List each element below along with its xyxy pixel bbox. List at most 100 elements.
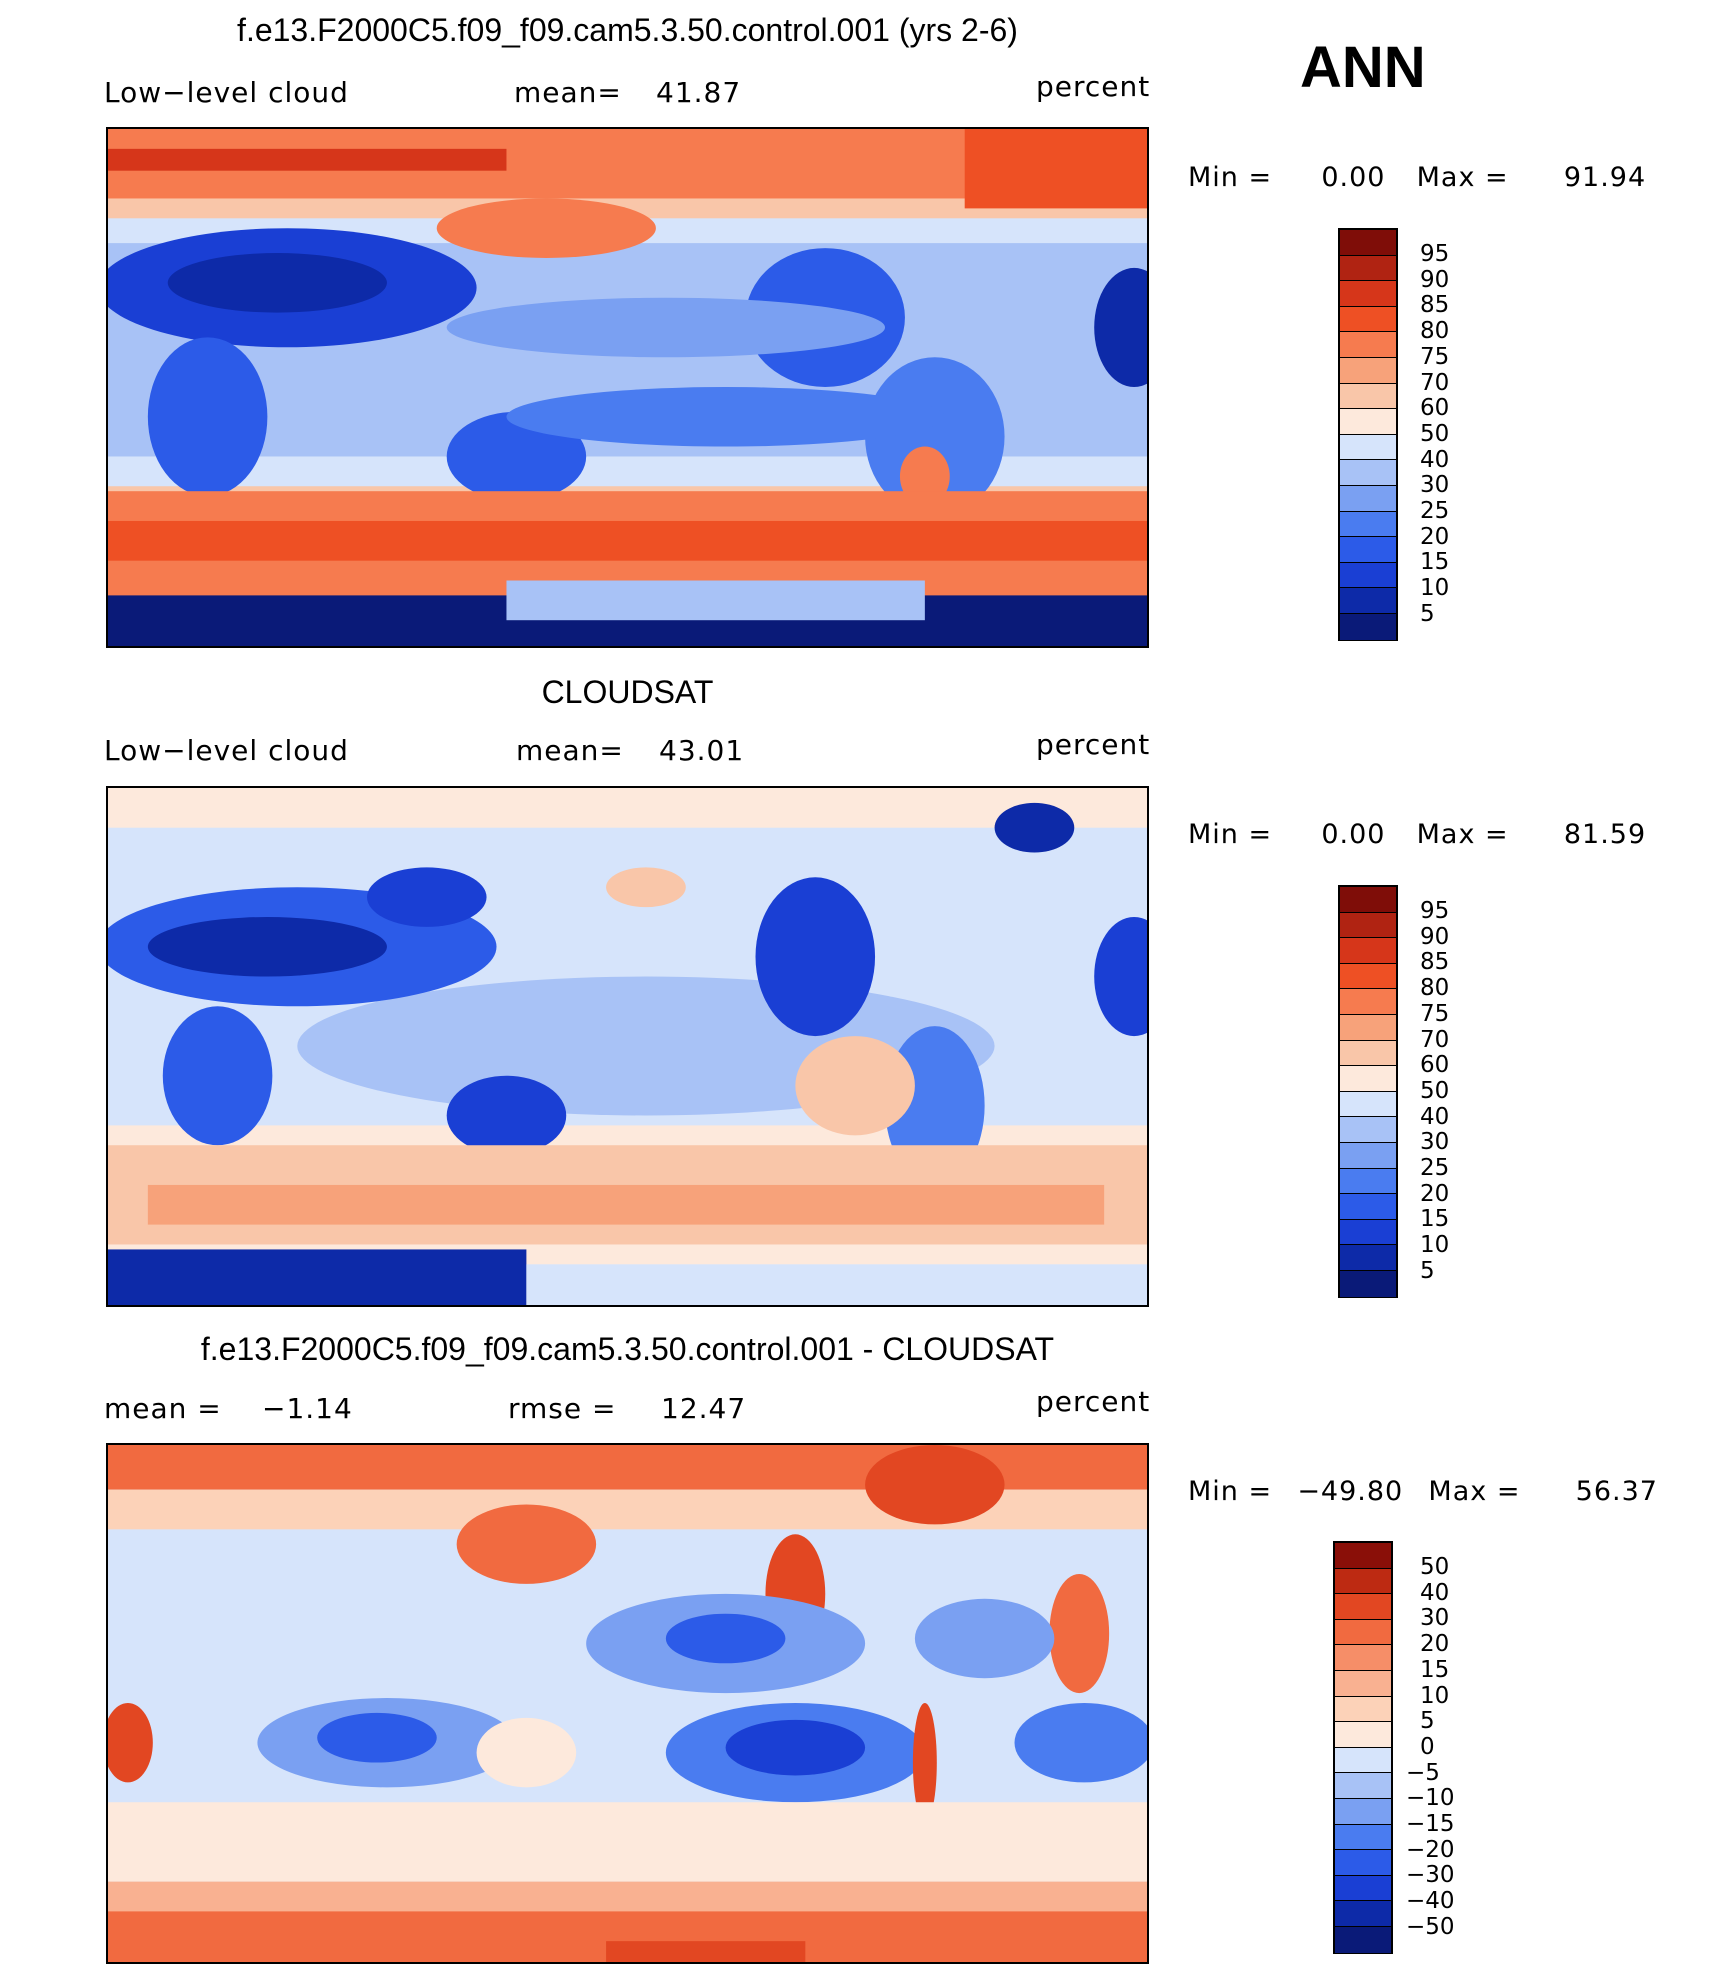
colorbar-tick-label: 25 <box>1420 1155 1450 1181</box>
panel3-mean-label: mean = <box>104 1392 222 1425</box>
colorbar-tick-label: 75 <box>1420 343 1450 370</box>
colorbar-tick-label: −15 <box>1406 1811 1455 1837</box>
colorbar-swatch <box>1335 1798 1391 1825</box>
colorbar-swatch <box>1340 306 1396 333</box>
panel2-variable-label: Low−level cloud <box>104 734 349 767</box>
colorbar-swatch <box>1340 887 1396 913</box>
colorbar-swatch <box>1340 1219 1396 1246</box>
colorbar-swatch <box>1340 485 1396 512</box>
panel1-min-value: 0.00 <box>1321 162 1386 193</box>
colorbar-tick-label: 15 <box>1420 1656 1450 1683</box>
colorbar-tick-label: 60 <box>1420 395 1450 422</box>
colorbar-swatch <box>1340 1245 1396 1271</box>
panel3-units: percent <box>1036 1385 1151 1418</box>
colorbar-swatch <box>1335 1926 1391 1953</box>
panel2-map-field <box>108 788 1147 1305</box>
season-label: ANN <box>1300 35 1426 100</box>
panel3-title: f.e13.F2000C5.f09_f09.cam5.3.50.control.… <box>200 1331 1055 1367</box>
panel3-minmax: Min = −49.80 Max = 56.37 <box>1188 1476 1658 1507</box>
colorbar-tick-label: 30 <box>1420 1129 1450 1156</box>
panel3-rmse-value: 12.47 <box>661 1392 747 1425</box>
colorbar-swatch <box>1340 1194 1396 1220</box>
colorbar-tick-label: 40 <box>1420 446 1450 473</box>
colorbar-tick-label: 10 <box>1420 1682 1450 1709</box>
colorbar-tick-label: 25 <box>1420 498 1450 524</box>
panel1-mean-label: mean= <box>514 76 622 109</box>
colorbar-tick-label: 50 <box>1420 1077 1450 1104</box>
colorbar-swatch <box>1335 1619 1391 1646</box>
colorbar-swatch <box>1335 1543 1391 1569</box>
colorbar-swatch <box>1335 1594 1391 1620</box>
colorbar-tick-label: −40 <box>1406 1888 1455 1915</box>
colorbar-tick-label: 70 <box>1420 1026 1450 1053</box>
colorbar-tick-label: 5 <box>1420 1257 1435 1284</box>
colorbar-tick-label: 5 <box>1420 1708 1435 1735</box>
panel2-colorbar <box>1338 885 1398 1298</box>
panel3-map-field <box>108 1445 1147 1962</box>
colorbar-swatch <box>1335 1670 1391 1697</box>
colorbar-swatch <box>1340 1066 1396 1092</box>
panel3-rmse-label: rmse = <box>508 1392 617 1425</box>
colorbar-swatch <box>1340 281 1396 307</box>
panel1-title: f.e13.F2000C5.f09_f09.cam5.3.50.control.… <box>237 12 1018 48</box>
colorbar-tick-label: 40 <box>1420 1579 1450 1606</box>
colorbar-tick-label: 20 <box>1420 523 1450 550</box>
panel1-units: percent <box>1036 70 1151 103</box>
colorbar-swatch <box>1340 230 1396 256</box>
panel3-min-value: −49.80 <box>1297 1476 1404 1507</box>
panel2-mean-label: mean= <box>516 734 624 767</box>
panel3-colorbar <box>1333 1541 1393 1954</box>
colorbar-swatch <box>1340 383 1396 410</box>
colorbar-swatch <box>1340 1270 1396 1297</box>
colorbar-tick-label: 85 <box>1420 292 1450 319</box>
colorbar-swatch <box>1340 938 1396 964</box>
panel1-min-label: Min = <box>1188 162 1273 193</box>
colorbar-swatch <box>1335 1568 1391 1595</box>
colorbar-tick-label: 15 <box>1420 1206 1450 1233</box>
colorbar-swatch <box>1340 255 1396 282</box>
colorbar-tick-label: 30 <box>1420 472 1450 499</box>
colorbar-tick-label: 10 <box>1420 1232 1450 1259</box>
panel3-max-label: Max = <box>1428 1476 1521 1507</box>
colorbar-tick-label: 90 <box>1420 923 1450 950</box>
panel1-colorbar <box>1338 228 1398 641</box>
panel2-min-label: Min = <box>1188 819 1273 850</box>
colorbar-tick-label: 0 <box>1420 1733 1435 1760</box>
colorbar-tick-label: 50 <box>1420 1554 1450 1580</box>
colorbar-tick-label: 20 <box>1420 1180 1450 1207</box>
colorbar-tick-label: −20 <box>1406 1836 1455 1863</box>
colorbar-swatch <box>1340 1142 1396 1169</box>
colorbar-tick-label: 75 <box>1420 1000 1450 1027</box>
colorbar-swatch <box>1335 1824 1391 1851</box>
colorbar-swatch <box>1335 1645 1391 1671</box>
colorbar-tick-label: 5 <box>1420 600 1435 627</box>
panel3-min-label: Min = <box>1188 1476 1273 1507</box>
panel1-map <box>106 127 1149 648</box>
panel2-max-label: Max = <box>1416 819 1509 850</box>
colorbar-swatch <box>1340 562 1396 589</box>
colorbar-swatch <box>1340 332 1396 358</box>
colorbar-tick-label: 20 <box>1420 1631 1450 1658</box>
panel1-max-value: 91.94 <box>1563 162 1647 193</box>
colorbar-swatch <box>1340 963 1396 990</box>
panel1-map-field <box>108 129 1147 646</box>
colorbar-tick-label: 85 <box>1420 949 1450 976</box>
colorbar-tick-label: 95 <box>1420 241 1450 267</box>
colorbar-swatch <box>1340 460 1396 486</box>
panel1-max-label: Max = <box>1416 162 1509 193</box>
colorbar-tick-label: 70 <box>1420 369 1450 396</box>
panel2-minmax: Min = 0.00 Max = 81.59 <box>1188 819 1646 850</box>
colorbar-swatch <box>1335 1901 1391 1927</box>
panel3-map <box>106 1443 1149 1964</box>
colorbar-swatch <box>1340 1117 1396 1143</box>
panel2-map <box>106 786 1149 1307</box>
colorbar-tick-label: −50 <box>1406 1913 1455 1940</box>
colorbar-tick-label: 95 <box>1420 898 1450 924</box>
colorbar-swatch <box>1340 357 1396 384</box>
panel2-mean-value: 43.01 <box>659 734 745 767</box>
colorbar-swatch <box>1340 1091 1396 1118</box>
panel2-title: CLOUDSAT <box>541 674 714 710</box>
colorbar-swatch <box>1340 1040 1396 1067</box>
colorbar-swatch <box>1335 1696 1391 1723</box>
colorbar-tick-label: 50 <box>1420 420 1450 447</box>
